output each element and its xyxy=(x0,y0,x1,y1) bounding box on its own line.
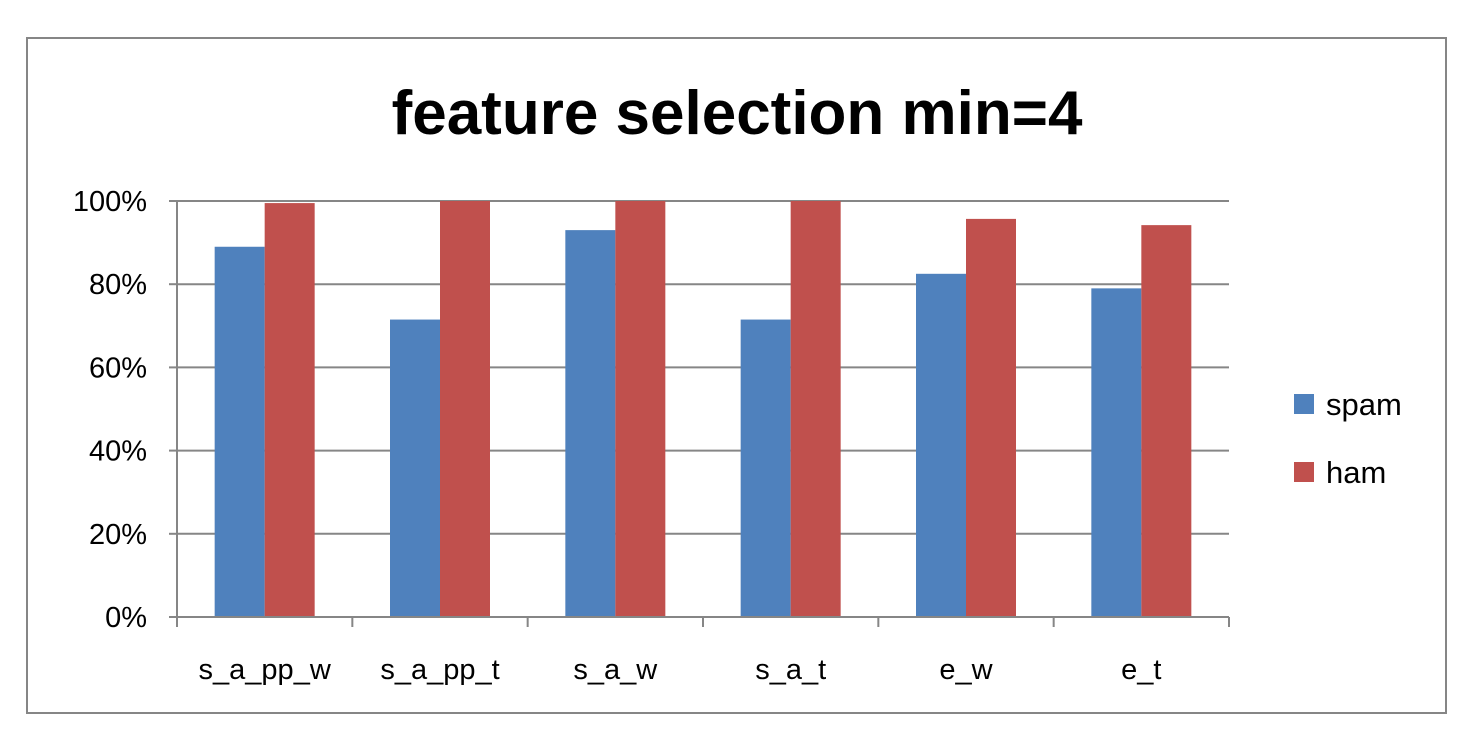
axes: 0% 20% 40% 60% 80% 100% s_a_pp_w s_a_pp_t s_a_w s… xyxy=(73,186,1230,686)
bar-spam xyxy=(214,246,265,617)
x-tick-label: e_t xyxy=(1121,654,1161,686)
legend-label-spam: spam xyxy=(1326,387,1402,422)
y-tick-label: 20% xyxy=(89,519,147,551)
x-tick-label: s_a_w xyxy=(573,654,658,686)
y-tick-label: 80% xyxy=(89,269,147,301)
bar-ham xyxy=(440,201,490,617)
y-tick-label: 0% xyxy=(105,602,147,634)
x-tick-label: s_a_pp_w xyxy=(199,654,332,686)
x-tick-label: s_a_pp_t xyxy=(380,654,499,686)
bars xyxy=(214,201,1192,618)
bar-spam xyxy=(1091,288,1142,617)
bar-spam xyxy=(916,273,966,617)
legend-swatch-spam xyxy=(1294,394,1314,414)
y-tick-label: 100% xyxy=(73,186,147,218)
gridlines xyxy=(177,200,1229,535)
bar-ham xyxy=(264,203,315,617)
bar-ham xyxy=(1141,225,1192,618)
y-tick-label: 60% xyxy=(89,352,147,384)
legend: spam ham xyxy=(1294,387,1402,490)
bar-spam xyxy=(565,230,616,617)
bar-spam xyxy=(740,319,791,617)
legend-swatch-ham xyxy=(1294,462,1314,482)
y-tick-label: 40% xyxy=(89,436,147,468)
chart-title: feature selection min=4 xyxy=(392,79,1083,148)
bar-ham xyxy=(615,201,666,617)
x-tick-label: s_a_t xyxy=(755,654,826,686)
x-tick-label: e_w xyxy=(939,654,993,686)
bar-spam xyxy=(390,319,440,617)
bar-ham xyxy=(966,218,1016,617)
bar-ham xyxy=(790,201,841,617)
legend-label-ham: ham xyxy=(1326,455,1386,490)
